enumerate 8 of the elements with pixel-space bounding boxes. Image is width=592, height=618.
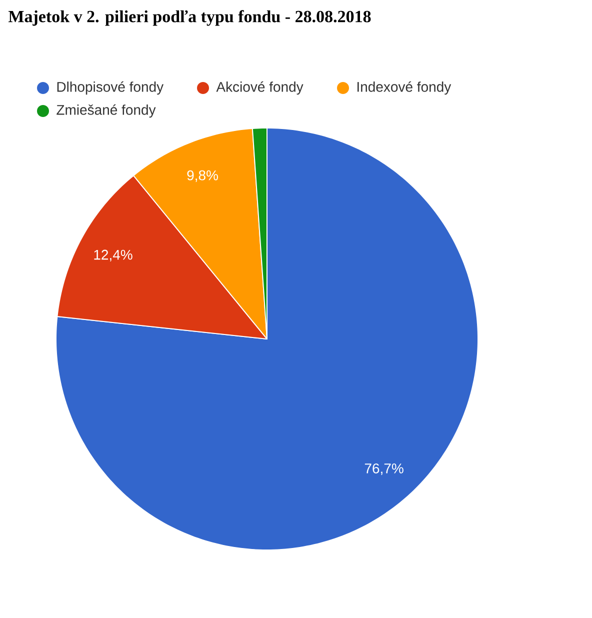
data-label: 12,4% (94, 250, 132, 262)
legend-label: Dlhopisové fondy (57, 81, 164, 95)
legend-label: Zmiešané fondy (56, 104, 156, 118)
legend-label: Indexové fondy (358, 81, 452, 95)
data-label: 9,8% (187, 170, 218, 182)
legend-label: Akciové fondy (216, 81, 304, 95)
chart-title: Majetok v 2. pilieri podľa typu fondu - 28.08.2018 (8, 10, 371, 26)
data-label: 76,7% (364, 463, 404, 476)
